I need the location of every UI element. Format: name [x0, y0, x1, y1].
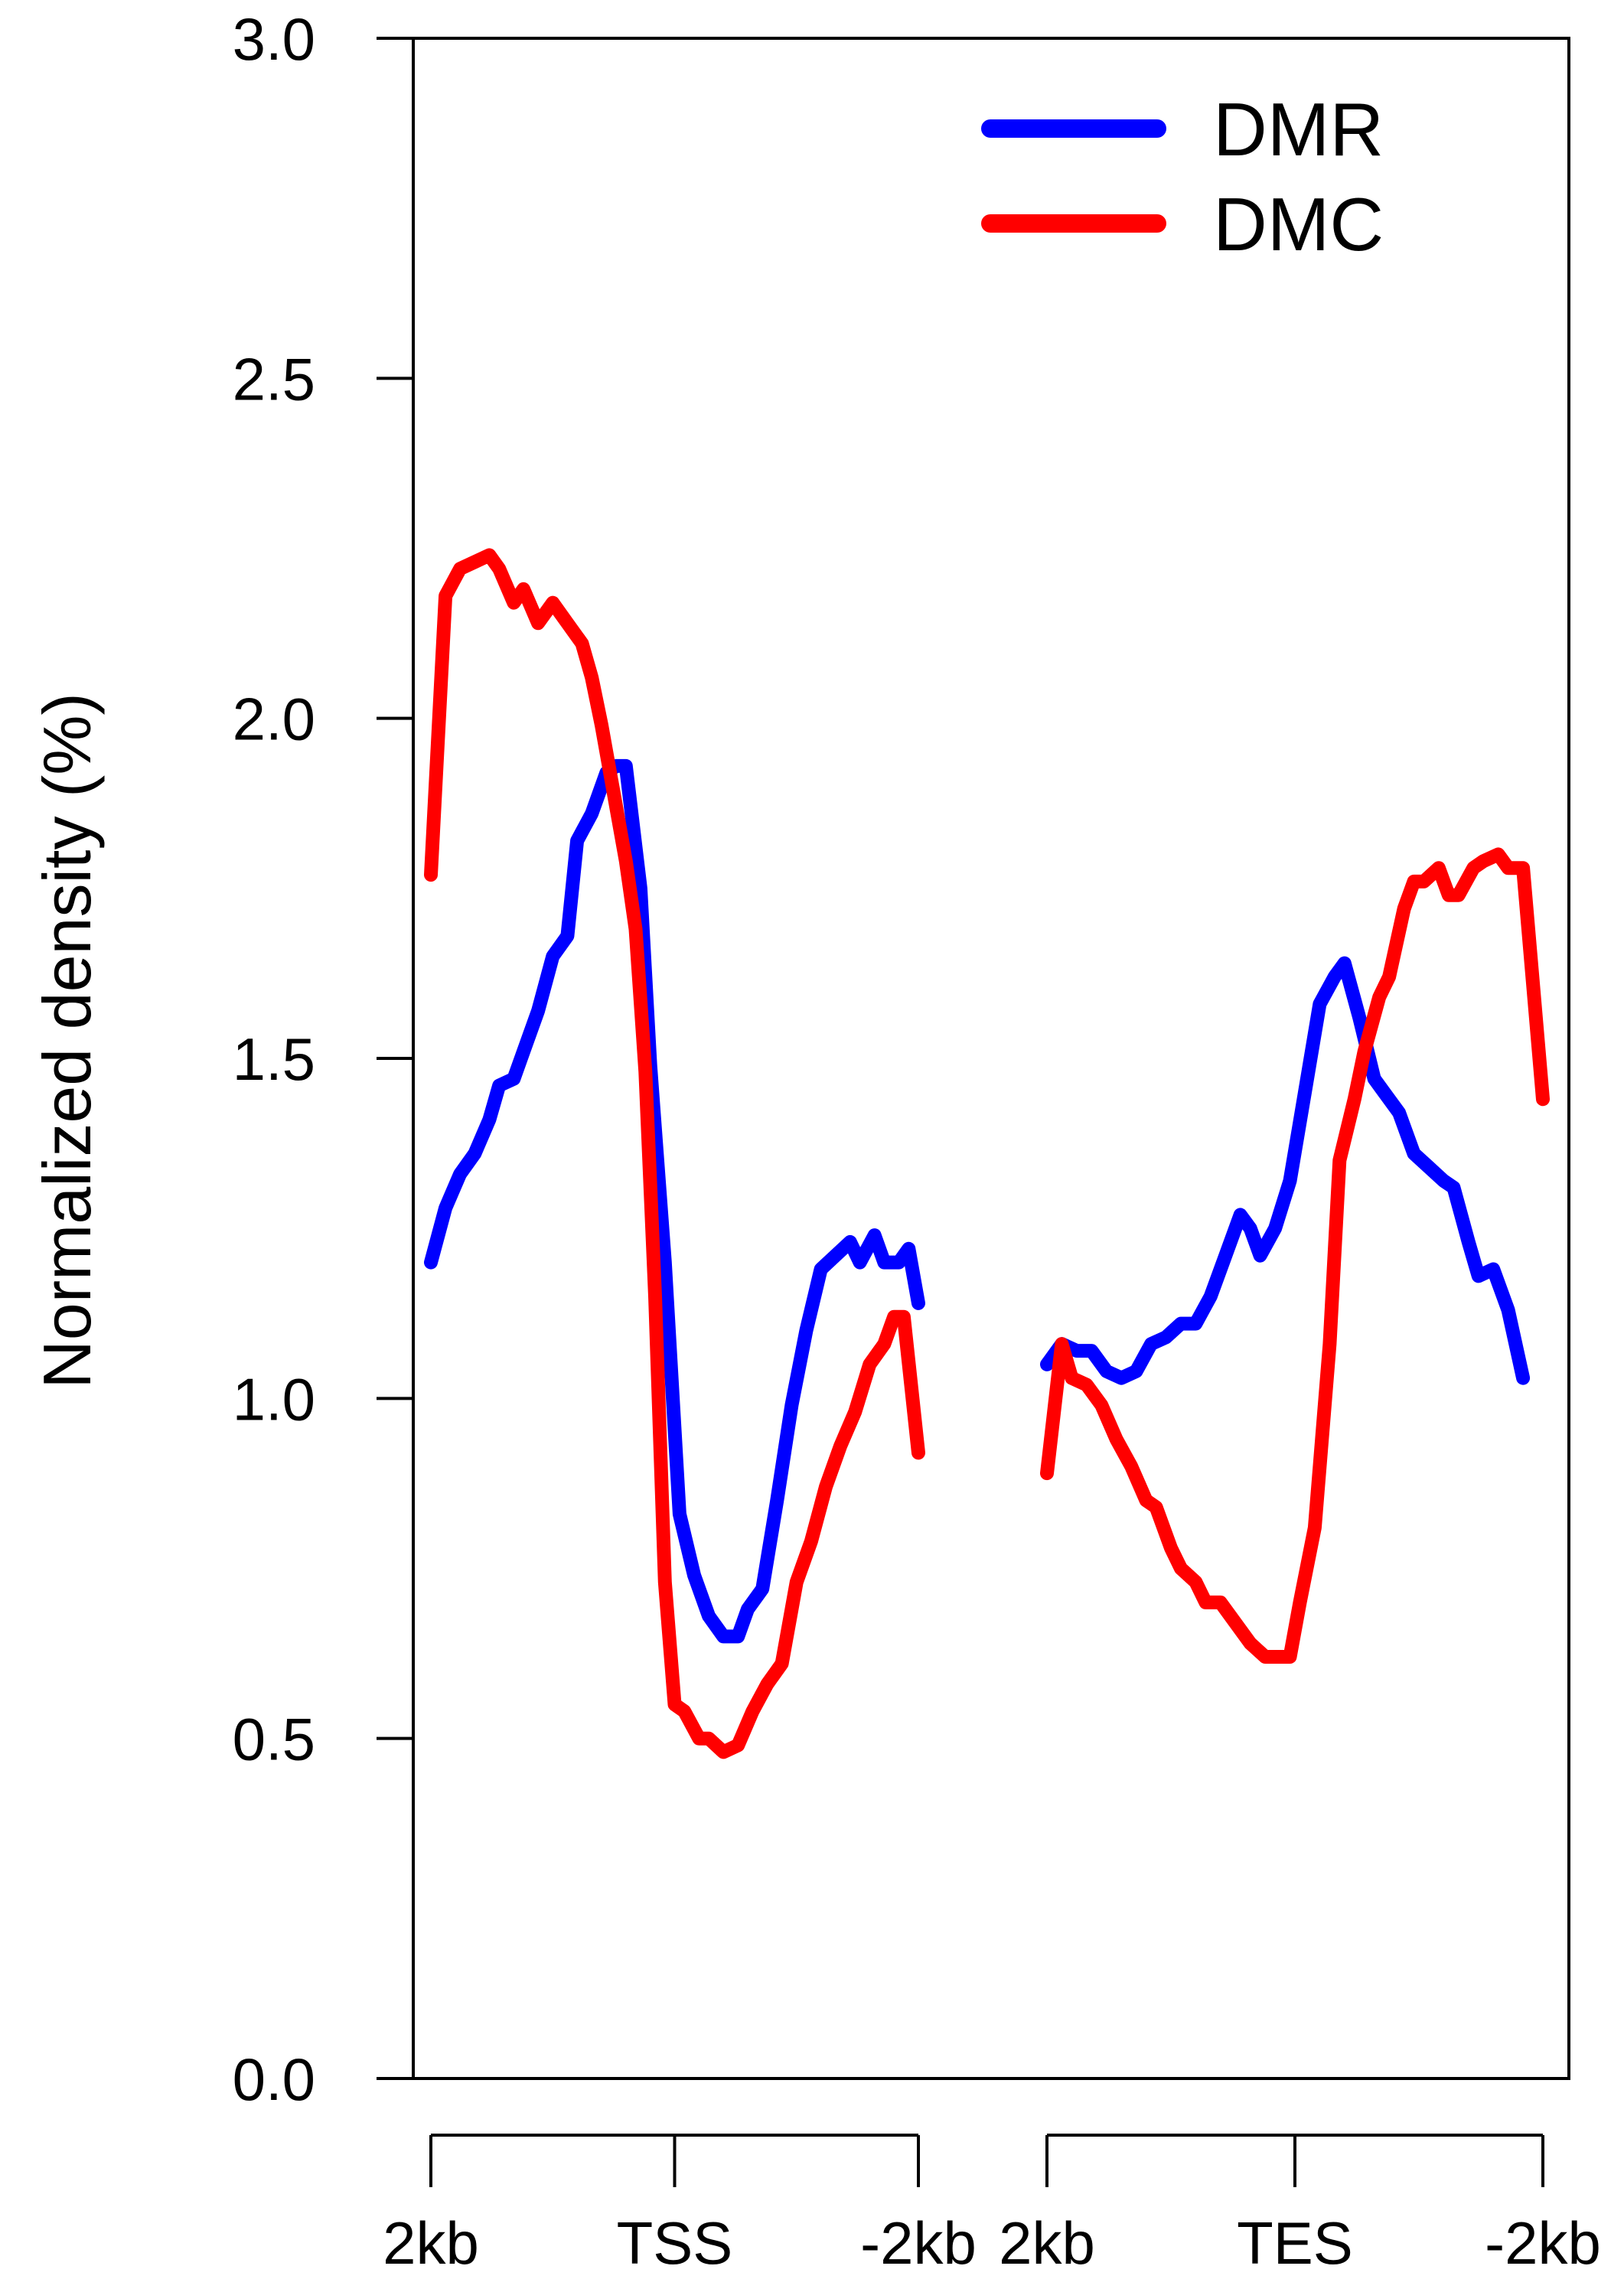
- y-tick-label: 1.0: [233, 1365, 315, 1433]
- y-axis: 0.0 0.5 1.0 1.5 2.0 2.5 3.0: [233, 5, 413, 2113]
- y-tick-label: 0.0: [233, 2046, 315, 2113]
- y-tick-label: 3.0: [233, 5, 315, 73]
- dmc-series-line-1: [424, 548, 925, 1759]
- series-lines: [424, 548, 1550, 1759]
- x-tick-label: 2kb: [999, 2209, 1095, 2277]
- x-tick-label: -2kb: [860, 2209, 977, 2277]
- legend: DMR DMC: [981, 87, 1384, 266]
- legend-label-dmc: DMC: [1213, 182, 1384, 266]
- plot-frame: [412, 37, 1570, 2080]
- dmr-series-line-2: [1040, 956, 1531, 1385]
- y-axis-title: Normalized density (%): [29, 693, 105, 1389]
- x-axis: 2kb TSS -2kb 2kb TES -2kb: [383, 2134, 1601, 2277]
- legend-label-dmr: DMR: [1213, 87, 1384, 171]
- dmr-series-line-1: [424, 758, 925, 1644]
- y-tick-label: 0.5: [233, 1706, 315, 1773]
- x-tick-label: 2kb: [383, 2209, 479, 2277]
- y-tick-label: 1.5: [233, 1025, 315, 1093]
- x-tick-label: -2kb: [1485, 2209, 1601, 2277]
- y-tick-label: 2.5: [233, 345, 315, 412]
- y-tick-label: 2.0: [233, 686, 315, 753]
- dmc-series-line-2: [1040, 847, 1550, 1664]
- x-tick-label: TES: [1237, 2209, 1353, 2277]
- x-tick-label: TSS: [617, 2209, 733, 2277]
